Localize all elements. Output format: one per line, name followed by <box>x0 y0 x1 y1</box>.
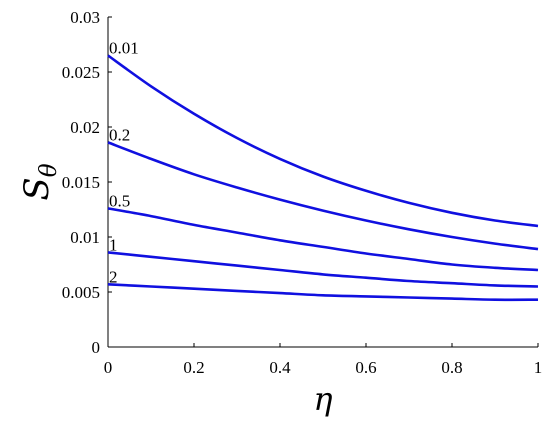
x-tick-label: 0.6 <box>355 358 376 377</box>
y-ticks: 0 0.005 0.01 0.015 0.02 0.025 0.03 <box>62 8 112 357</box>
x-tick-label: 0.4 <box>269 358 291 377</box>
y-axis-title-subscript: θ <box>36 163 62 177</box>
curve-label-1: 1 <box>109 235 118 254</box>
series-line-2 <box>107 283 539 302</box>
y-axis-title: Sθ <box>17 163 62 200</box>
y-tick-label: 0 <box>92 338 101 357</box>
y-tick-label: 0.005 <box>62 283 100 302</box>
curve-label-2: 2 <box>109 267 118 286</box>
curve-label-0.01: 0.01 <box>109 39 139 58</box>
axes <box>107 17 538 348</box>
svg-text:Sθ: Sθ <box>17 163 62 200</box>
x-tick-label: 0 <box>104 358 113 377</box>
y-tick-label: 0.02 <box>70 118 100 137</box>
y-tick-label: 0.03 <box>70 8 100 27</box>
y-tick-label: 0.025 <box>62 63 100 82</box>
curve-labels: 0.01 0.2 0.5 1 2 <box>109 39 139 287</box>
series-line-1 <box>107 251 539 288</box>
series-lines <box>107 54 539 302</box>
x-axis-title: η <box>313 380 332 418</box>
x-tick-label: 1 <box>534 358 543 377</box>
series-line-0.2 <box>107 141 539 251</box>
x-tick-label: 0.8 <box>441 358 462 377</box>
series-line-0.01 <box>107 54 539 228</box>
y-tick-label: 0.015 <box>62 173 100 192</box>
series-line-0.5 <box>107 207 539 272</box>
y-tick-label: 0.01 <box>70 228 100 247</box>
curve-label-0.2: 0.2 <box>109 125 130 144</box>
x-ticks: 0 0.2 0.4 0.6 0.8 1 <box>104 343 543 377</box>
x-tick-label: 0.2 <box>183 358 204 377</box>
y-axis-title-main: S <box>17 177 57 200</box>
curve-label-0.5: 0.5 <box>109 191 130 210</box>
